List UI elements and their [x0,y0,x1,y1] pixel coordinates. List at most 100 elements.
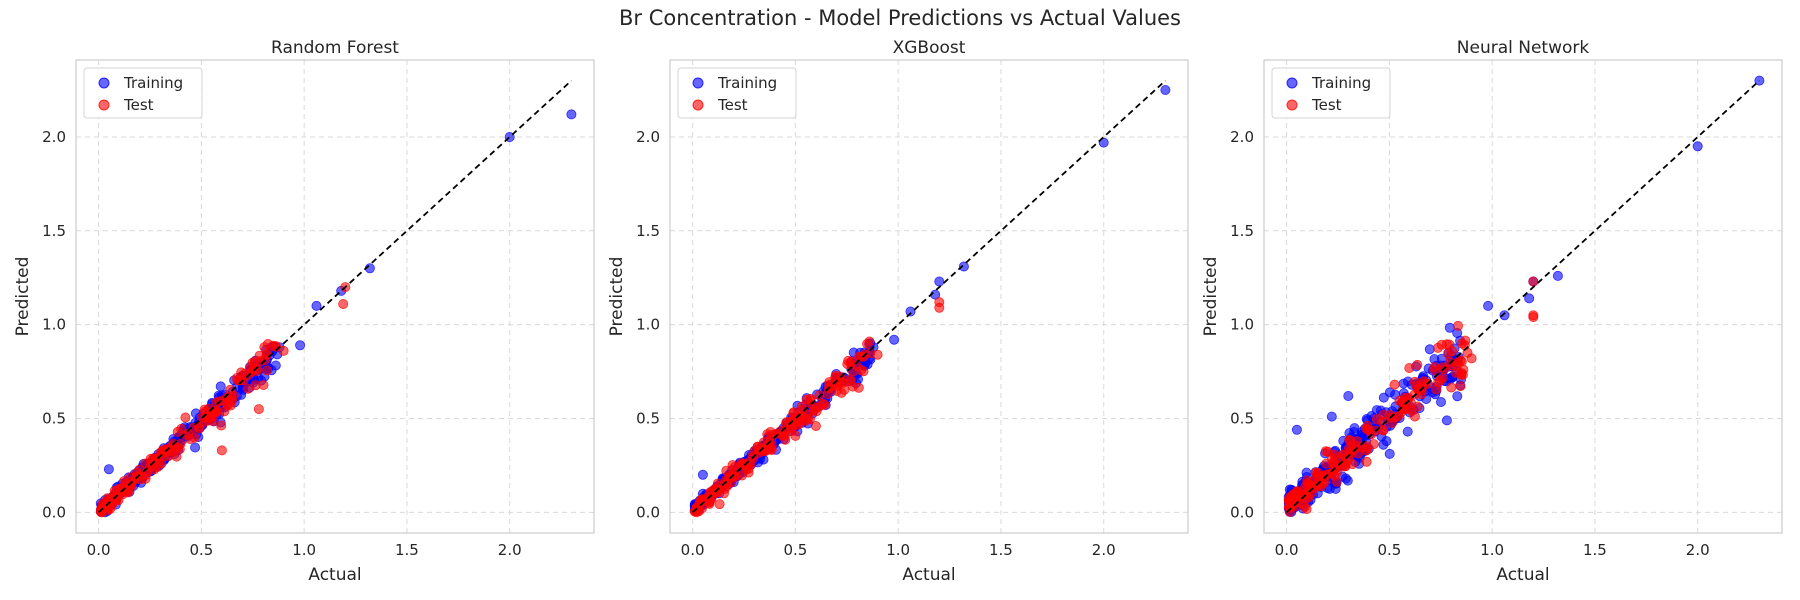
test-point [1431,384,1442,395]
training-legend-marker [1286,77,1298,89]
training-legend-marker [692,77,704,89]
x-tick-label: 2.0 [498,541,522,559]
legend-label: Test [1311,96,1342,114]
training-point [1552,270,1563,281]
test-point [254,350,265,361]
test-point [847,381,858,392]
test-point [1361,441,1372,452]
x-tick-label: 0.5 [1377,541,1401,559]
test-point [738,459,749,470]
x-tick-label: 1.0 [886,541,910,559]
y-axis-label: Predicted [607,257,627,337]
legend-label: Training [123,74,183,92]
y-tick-label: 0.0 [1230,503,1254,521]
test-point [1310,467,1321,478]
training-point [1436,396,1447,407]
x-tick-label: 2.0 [1092,541,1116,559]
test-point [1284,496,1295,507]
test-point [1441,339,1452,350]
test-point [815,400,826,411]
training-point [1160,85,1171,96]
test-point [796,401,807,412]
test-point [1302,475,1313,486]
training-point [1381,436,1392,447]
y-tick-label: 1.0 [636,316,660,334]
test-legend-marker [1286,99,1298,111]
test-point [278,345,289,356]
test-point [862,338,873,349]
test-point [777,429,788,440]
figure-title: Br Concentration - Model Predictions vs … [619,6,1181,30]
test-point [814,390,825,401]
test-point [338,298,349,309]
test-point [1528,312,1539,323]
test-point [797,411,808,422]
y-tick-label: 0.0 [42,503,66,521]
y-tick-label: 0.0 [636,503,660,521]
test-point [122,487,133,498]
test-point [934,302,945,313]
test-point [1378,425,1389,436]
test-point [1416,389,1427,400]
test-point [843,355,854,366]
test-point [1389,379,1400,390]
training-point [1326,411,1337,422]
x-tick-label: 1.5 [395,541,419,559]
test-point [1404,362,1415,373]
legend-label: Test [717,96,748,114]
x-axis-label: Actual [902,565,955,585]
test-point [180,412,191,423]
panel-title: Neural Network [1457,38,1590,58]
axes-frame [1263,59,1783,534]
axes-frame [75,59,595,534]
test-point [216,445,227,456]
test-point [109,485,120,496]
test-point [172,426,183,437]
test-point [1435,375,1446,386]
test-point [147,456,158,467]
training-point [1483,300,1494,311]
test-point [1329,458,1340,469]
x-tick-label: 1.5 [989,541,1013,559]
x-tick-label: 2.0 [1686,541,1710,559]
legend-box [1271,67,1391,119]
training-point [1343,390,1354,401]
test-point [1320,446,1331,457]
test-point [1396,406,1407,417]
training-point [1499,310,1510,321]
test-point [729,462,740,473]
test-point [119,476,130,487]
test-point [225,384,236,395]
x-tick-label: 0.5 [189,541,213,559]
training-point [889,334,900,345]
x-tick-label: 0.5 [783,541,807,559]
panel-title: XGBoost [893,38,966,58]
training-point [1384,448,1395,459]
training-point [1444,322,1455,333]
test-point [1387,417,1398,428]
legend-label: Training [1311,74,1371,92]
test-point [1456,356,1467,367]
ideal-fit-line [98,79,572,514]
test-point [1429,362,1440,373]
test-point [1284,506,1295,517]
panel-2: 0.0 0.5 1.0 1.5 2.0 0.0 0.5 1.0 1.5 2.0 Actual Pred… [607,38,1189,585]
test-point [1412,401,1423,412]
y-tick-label: 1.0 [1230,316,1254,334]
test-point [225,400,236,411]
y-axis-label: Predicted [1201,257,1221,337]
panel-title: Random Forest [271,38,399,58]
test-point [704,496,715,507]
test-point [194,423,205,434]
points-layer [95,109,577,518]
test-point [714,499,725,510]
test-point [1296,492,1307,503]
test-point [175,438,186,449]
test-point [1361,456,1372,467]
test-point [131,471,142,482]
test-point [258,379,269,390]
test-point [189,432,200,443]
x-tick-label: 1.5 [1583,541,1607,559]
training-point [697,469,708,480]
training-point [1692,141,1703,152]
